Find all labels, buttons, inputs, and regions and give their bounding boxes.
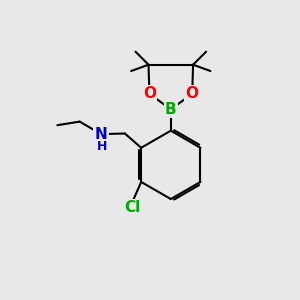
Text: B: B	[165, 102, 177, 117]
Text: O: O	[143, 86, 156, 101]
Text: N: N	[95, 127, 107, 142]
Text: H: H	[97, 140, 107, 153]
Text: O: O	[186, 86, 199, 101]
Text: Cl: Cl	[124, 200, 140, 215]
